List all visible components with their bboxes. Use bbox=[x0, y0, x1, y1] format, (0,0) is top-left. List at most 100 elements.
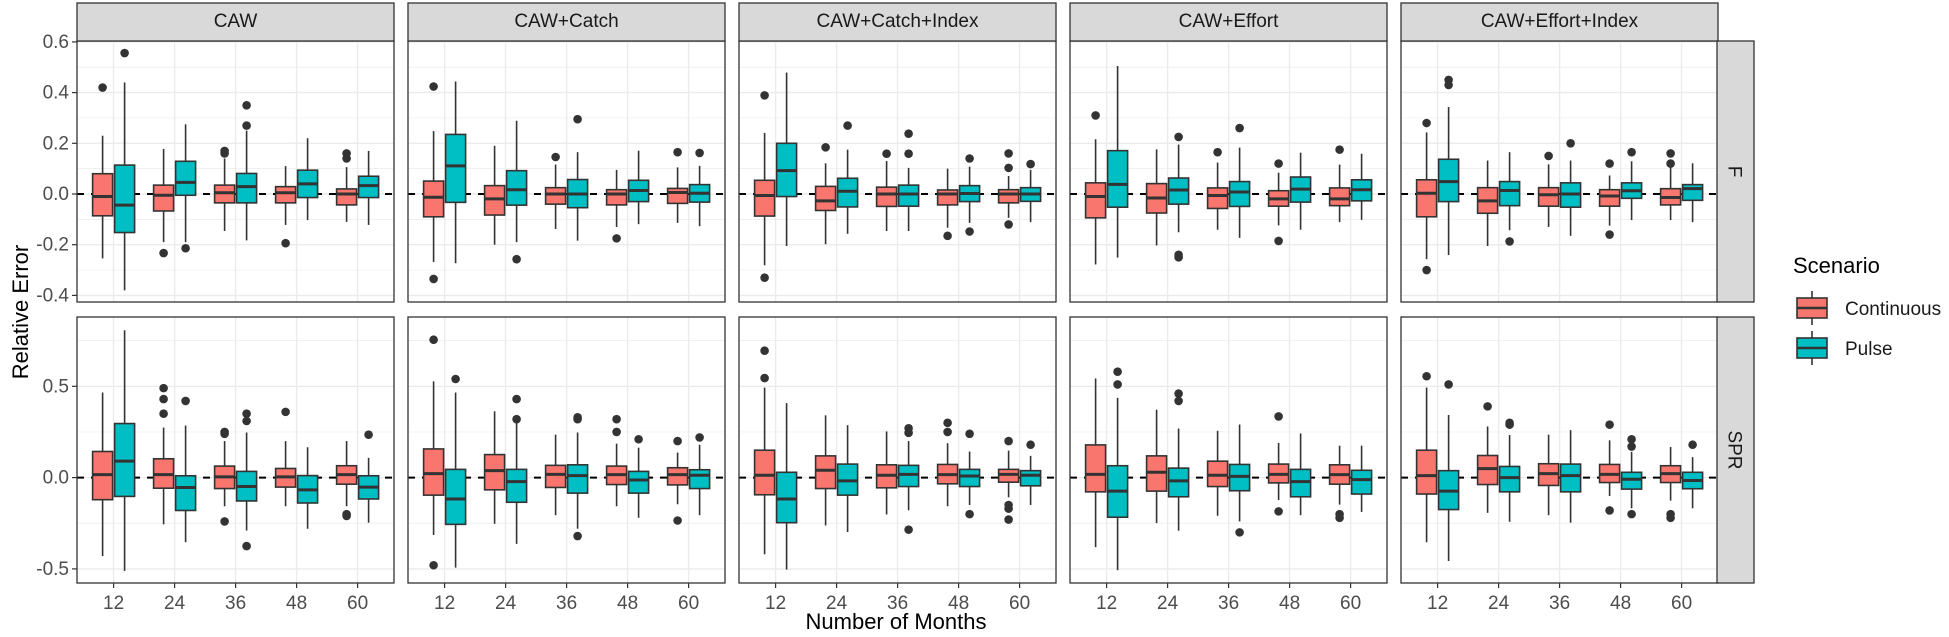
boxplot-pulse-24 bbox=[836, 121, 859, 234]
panel-spr-4 bbox=[1400, 316, 1719, 584]
y-tick-label: -0.4 bbox=[36, 285, 69, 306]
row-strip bbox=[1716, 40, 1755, 303]
x-tick-label: 24 bbox=[1488, 593, 1510, 614]
x-tick-label: 12 bbox=[765, 593, 786, 614]
outlier-point bbox=[1274, 507, 1283, 516]
boxplot-pulse-24 bbox=[1167, 389, 1190, 531]
x-tick-label: 24 bbox=[495, 593, 517, 614]
iqr-box bbox=[174, 474, 197, 512]
boxplot-pulse-12 bbox=[1106, 65, 1129, 258]
x-tick-label: 60 bbox=[1671, 593, 1692, 614]
iqr-box bbox=[666, 466, 689, 486]
iqr-box bbox=[897, 184, 920, 207]
boxplot-pulse-24 bbox=[174, 124, 197, 253]
iqr-box bbox=[566, 464, 589, 494]
boxplot-pulse-48 bbox=[1289, 433, 1312, 516]
boxplot-continuous-24 bbox=[1145, 409, 1168, 524]
iqr-box bbox=[1328, 187, 1351, 207]
outlier-point bbox=[220, 517, 229, 526]
boxplot-continuous-48 bbox=[936, 418, 959, 507]
x-tick-label: 48 bbox=[1610, 593, 1631, 614]
boxplot-continuous-24 bbox=[483, 411, 506, 524]
iqr-box bbox=[152, 184, 175, 212]
x-tick-label: 48 bbox=[948, 593, 969, 614]
outlier-point bbox=[181, 396, 190, 406]
boxplot-pulse-60 bbox=[1681, 440, 1704, 509]
outlier-point bbox=[1213, 147, 1222, 157]
outlier-point bbox=[1505, 237, 1514, 246]
outlier-point bbox=[760, 346, 769, 355]
x-tick-label: 60 bbox=[347, 593, 368, 614]
outlier-point bbox=[429, 82, 438, 91]
outlier-point bbox=[159, 394, 168, 404]
boxplot-pulse-60 bbox=[688, 433, 711, 516]
outlier-point bbox=[1605, 420, 1614, 429]
y-tick-label: 0.4 bbox=[43, 83, 70, 104]
x-tick-label: 60 bbox=[1009, 593, 1030, 614]
outlier-point bbox=[1422, 371, 1431, 381]
boxplot-continuous-12 bbox=[1415, 118, 1438, 275]
outlier-point bbox=[1335, 145, 1344, 154]
boxplot-pulse-60 bbox=[1019, 440, 1042, 505]
iqr-box bbox=[997, 188, 1020, 204]
boxplot-continuous-60 bbox=[666, 436, 689, 525]
outlier-point bbox=[98, 83, 107, 92]
facet-strip-label: CAW+Catch+Index bbox=[817, 11, 979, 32]
iqr-box bbox=[875, 186, 898, 208]
iqr-box bbox=[422, 448, 445, 496]
outlier-point bbox=[1113, 367, 1122, 376]
boxplot-continuous-24 bbox=[1476, 402, 1499, 513]
x-tick-label: 24 bbox=[1157, 593, 1179, 614]
outlier-point bbox=[965, 227, 974, 236]
panel-f-3 bbox=[1069, 40, 1388, 303]
boxplot-pulse-48 bbox=[958, 154, 981, 236]
iqr-box bbox=[605, 188, 628, 206]
row-strip bbox=[1716, 316, 1755, 584]
boxplot-continuous-36 bbox=[213, 427, 236, 526]
boxplot-pulse-24 bbox=[836, 425, 859, 533]
outlier-point bbox=[1174, 253, 1183, 262]
outlier-point bbox=[612, 427, 621, 437]
boxplot-pulse-24 bbox=[1498, 152, 1521, 246]
outlier-point bbox=[1004, 220, 1013, 229]
iqr-box bbox=[1106, 149, 1129, 208]
facet-strip bbox=[407, 2, 726, 42]
iqr-box bbox=[666, 187, 689, 205]
outlier-point bbox=[242, 100, 251, 110]
facet-strip bbox=[76, 2, 395, 42]
boxplot-pulse-60 bbox=[1681, 163, 1704, 223]
outlier-point bbox=[612, 414, 621, 424]
boxplot-pulse-36 bbox=[235, 100, 258, 241]
boxplot-pulse-36 bbox=[235, 409, 258, 551]
outlier-point bbox=[512, 394, 521, 404]
panel-spr-3 bbox=[1069, 316, 1388, 584]
iqr-box bbox=[958, 468, 981, 488]
legend: Scenario Continuous Pulse bbox=[1793, 253, 1941, 365]
outlier-point bbox=[634, 434, 643, 444]
y-axis-title: Relative Error bbox=[8, 245, 33, 379]
legend-label: Pulse bbox=[1845, 339, 1893, 360]
iqr-box bbox=[444, 468, 467, 526]
boxplot-continuous-48 bbox=[1598, 159, 1621, 239]
boxplot-pulse-12 bbox=[775, 403, 798, 570]
boxplot-continuous-60 bbox=[997, 149, 1020, 229]
panel-f-2 bbox=[738, 40, 1057, 303]
boxplot-pulse-12 bbox=[444, 81, 467, 264]
outlier-point bbox=[760, 373, 769, 383]
boxplot-pulse-48 bbox=[1620, 147, 1643, 221]
x-tick-label: 60 bbox=[678, 593, 699, 614]
panels: -0.4 -0.2 0.0 0.2 0.4 0.6 CAW CAW+Catch CAW+Catc… bbox=[36, 2, 1755, 614]
x-axis-title: Number of Months bbox=[806, 609, 987, 634]
outlier-point bbox=[1004, 436, 1013, 446]
outlier-point bbox=[1026, 159, 1035, 169]
facet-strip-label: CAW+Effort+Index bbox=[1481, 11, 1639, 32]
x-tick-label: 48 bbox=[1279, 593, 1300, 614]
boxplot-continuous-48 bbox=[605, 414, 628, 507]
outlier-point bbox=[1627, 147, 1636, 157]
outlier-point bbox=[1091, 111, 1100, 120]
outlier-point bbox=[1004, 149, 1013, 158]
iqr-box bbox=[1019, 469, 1042, 487]
boxplot-pulse-12 bbox=[775, 72, 798, 246]
boxplot-pulse-12 bbox=[1437, 380, 1460, 562]
boxplot-pulse-36 bbox=[1559, 430, 1582, 523]
